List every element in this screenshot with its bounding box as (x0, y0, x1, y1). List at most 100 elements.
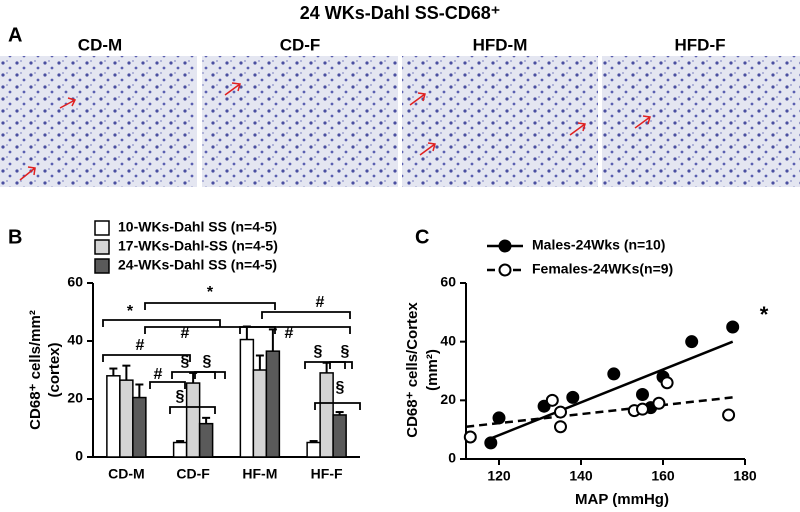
figure-title: 24 WKs-Dahl SS-CD68⁺ (300, 3, 501, 23)
x-tick-label: 140 (569, 468, 593, 484)
data-point (545, 393, 559, 407)
bar (319, 372, 334, 458)
legend-swatch (94, 239, 110, 255)
significance-mark: § (341, 343, 350, 360)
x-tick-label: CD-M (108, 466, 145, 482)
significance-bracket (239, 326, 351, 334)
significance-bracket (102, 354, 191, 362)
x-tick-label: HF-F (311, 466, 343, 482)
image-label: HFD-F (675, 35, 726, 54)
x-tick-label: 120 (487, 468, 511, 484)
significance-bracket (171, 371, 216, 379)
data-point (636, 402, 649, 416)
bar (252, 369, 268, 458)
y-tick-label: 0 (75, 448, 83, 464)
y-axis-label: CD68⁺ cells/Cortex (404, 302, 421, 438)
data-point (636, 387, 649, 401)
micrograph (402, 56, 598, 187)
bar (198, 422, 214, 458)
significance-mark: # (181, 325, 190, 342)
arrows (19, 82, 651, 181)
significance-bracket (329, 361, 353, 369)
image-label: HFD-M (473, 35, 528, 54)
data-point (492, 411, 506, 425)
fit-line (466, 396, 733, 428)
significance-mark: * (760, 302, 769, 327)
y-tick-label: 60 (440, 274, 456, 290)
significance-bracket (169, 406, 216, 414)
micrograph (602, 56, 800, 187)
significance-bracket (261, 311, 351, 319)
bar (185, 382, 201, 458)
panel-label: B (8, 226, 22, 248)
bar (132, 396, 147, 458)
data-point (484, 436, 498, 450)
legend-swatch (94, 220, 110, 236)
legend-label: 17-WKs-Dahl-SS (n=4-5) (118, 238, 278, 254)
y-tick-label: 40 (440, 332, 456, 348)
bar (119, 379, 134, 458)
significance-mark: § (336, 379, 345, 396)
legend-label: Males-24Wks (n=10) (532, 237, 665, 253)
data-point (554, 420, 567, 434)
significance-mark: § (314, 343, 323, 360)
legend-marker (498, 263, 512, 277)
x-tick-label: 160 (651, 468, 675, 484)
y-tick-label: 20 (67, 390, 83, 406)
significance-mark: § (176, 388, 185, 405)
data-point (554, 405, 567, 419)
legend-marker (498, 239, 512, 253)
significance-mark: * (207, 284, 214, 301)
bar (172, 441, 188, 458)
y-tick-label: 40 (67, 332, 83, 348)
data-point (722, 408, 736, 422)
data-point (685, 335, 699, 349)
data-point (463, 430, 477, 444)
legend-label: Females-24WKs(n=9) (532, 261, 673, 277)
significance-bracket (304, 361, 346, 369)
fit-line (490, 340, 734, 440)
x-tick-label: CD-F (176, 466, 210, 482)
significance-mark: # (316, 294, 325, 311)
image-label: CD-F (280, 35, 321, 54)
x-tick-label: HF-M (242, 466, 277, 482)
legend-swatch (94, 258, 110, 274)
y-axis-label: CD68⁺ cells/mm² (27, 310, 44, 430)
significance-bracket (194, 371, 226, 379)
micrographs (0, 56, 800, 187)
significance-bracket (102, 319, 221, 327)
legend-label: 10-WKs-Dahl SS (n=4-5) (118, 219, 277, 235)
bar (239, 338, 255, 458)
significance-bracket (314, 402, 361, 410)
significance-mark: # (154, 366, 163, 383)
significance-bracket (144, 326, 276, 334)
panel-label: A (8, 24, 22, 46)
y-tick-label: 60 (67, 274, 83, 290)
data-point (607, 367, 621, 381)
bar (106, 375, 121, 458)
y-axis-label: (cortex) (46, 342, 63, 397)
bar (332, 414, 347, 458)
y-tick-label: 20 (440, 391, 456, 407)
micrograph (202, 56, 398, 187)
significance-mark: § (203, 353, 212, 370)
y-axis-label: (mm²) (424, 349, 441, 391)
data-point (566, 390, 580, 404)
bar (306, 441, 321, 458)
significance-bracket (144, 302, 276, 310)
significance-mark: * (127, 303, 134, 320)
panel-label: C (415, 226, 429, 248)
significance-bracket (149, 381, 186, 389)
data-point (652, 396, 666, 410)
bar (265, 350, 281, 458)
data-point (726, 320, 740, 334)
significance-mark: # (136, 337, 145, 354)
x-tick-label: 180 (733, 468, 757, 484)
significance-mark: # (285, 325, 294, 342)
y-tick-label: 0 (448, 450, 456, 466)
significance-mark: § (181, 353, 190, 370)
image-label: CD-M (78, 35, 122, 54)
x-axis-label: MAP (mmHg) (575, 491, 669, 508)
legend-label: 24-WKs-Dahl SS (n=4-5) (118, 257, 277, 273)
